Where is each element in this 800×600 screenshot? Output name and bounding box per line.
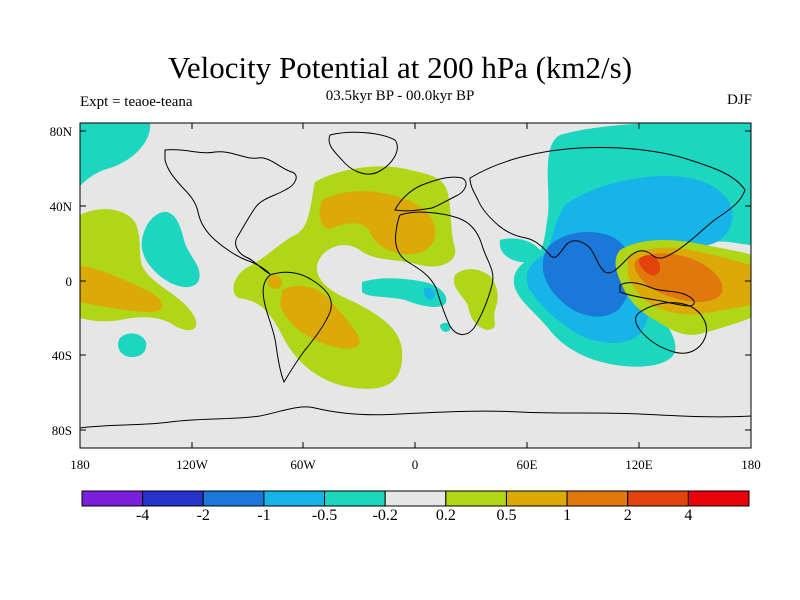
colorbar-swatch [687, 490, 750, 507]
red-orange-region-philippines [638, 255, 661, 276]
coastline-greenland [328, 131, 398, 175]
gold-region-central-america [268, 275, 282, 289]
colorbar-swatch [566, 490, 629, 507]
lat-label-80n: 80N [49, 124, 72, 139]
colorbar-swatch [384, 490, 447, 507]
lon-label-0: 0 [411, 457, 419, 472]
coastline-south-america [262, 271, 332, 384]
lon-label-60w: 60W [290, 457, 316, 472]
coastline-australia [635, 302, 707, 354]
colorbar-label: 2 [623, 507, 632, 524]
colorbar-swatch [324, 490, 386, 507]
coastline-asia [469, 147, 746, 274]
colorbar-label: 0.2 [435, 507, 456, 524]
map-title: Velocity Potential at 200 hPa (km2/s) [167, 50, 633, 85]
cyan-region-north-pacific [499, 238, 542, 263]
lat-label-0: 0 [65, 274, 73, 289]
colorbar-label: -0.2 [372, 507, 398, 524]
light-blue-region-atlantic [423, 287, 436, 300]
map-subtitle: 03.5kyr BP - 00.0kyr BP [325, 88, 475, 104]
colorbar-swatch [627, 490, 689, 507]
blue-region-indian-ocean [542, 231, 632, 317]
gold-region-pacific [80, 266, 163, 312]
lat-label-80s: 80S [51, 423, 72, 438]
lon-label-180-east: 180 [741, 457, 761, 472]
colorbar-swatch [81, 490, 144, 507]
coastline-europe [394, 176, 467, 212]
coastline-africa [395, 211, 494, 335]
cyan-region-south-africa [440, 322, 451, 332]
colorbar-label: -0.5 [311, 507, 338, 524]
experiment-label: Expt = teaoe-teana [80, 94, 193, 110]
colorbar-swatch [505, 490, 568, 507]
season-label: DJF [726, 92, 752, 108]
coastline-antarctica [80, 406, 751, 429]
yellow-green-region-africa [453, 269, 498, 330]
colorbar-label: 4 [684, 507, 693, 524]
lon-ticks [191, 123, 640, 448]
lon-label-180-west: 180 [70, 457, 90, 472]
colorbar-label: 1 [563, 507, 572, 524]
coastline-north-america [164, 149, 297, 275]
gold-region-south-america [280, 285, 360, 349]
colorbar-label: 0.5 [496, 507, 517, 524]
gold-region-north-atlantic [319, 191, 436, 255]
coastlines [80, 131, 751, 429]
cyan-region-pacific [141, 211, 200, 288]
cyan-region-south-pacific [118, 333, 147, 358]
lon-label-120w: 120W [176, 457, 208, 472]
colorbar-swatch [142, 490, 204, 507]
colorbar-swatch [263, 490, 326, 507]
colorbar-swatch [202, 490, 265, 507]
lon-label-120e: 120E [625, 457, 653, 472]
lon-label-60e: 60E [516, 457, 538, 472]
colorbar-label: -2 [196, 507, 210, 524]
contour-field [80, 123, 751, 448]
cyan-region-equatorial-atlantic [362, 278, 447, 307]
lat-label-40s: 40S [51, 348, 72, 363]
colorbar-label: -4 [135, 507, 150, 524]
colorbar-label: -1 [257, 507, 271, 524]
coastline-maritime-continent [619, 282, 695, 307]
lat-ticks [80, 130, 751, 431]
lat-label-40n: 40N [49, 199, 72, 214]
cyan-region-arctic-west [80, 123, 151, 186]
colorbar-swatch [445, 490, 507, 507]
colorbar [81, 490, 750, 507]
